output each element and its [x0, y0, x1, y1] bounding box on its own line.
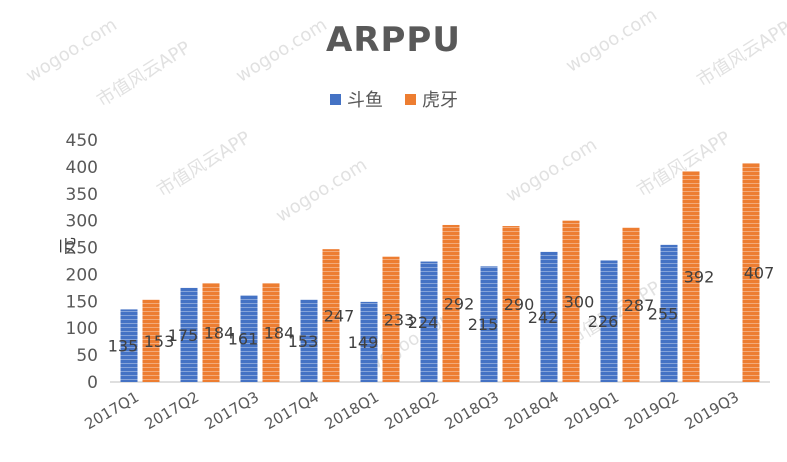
bar-douyu: [480, 266, 498, 382]
chart-title: ARPPU: [326, 20, 461, 60]
data-label-huya: 392: [684, 268, 715, 287]
y-tick-label: 50: [76, 346, 98, 366]
bar-huya: [262, 283, 280, 382]
legend-swatch-huya: [405, 93, 416, 105]
bar-douyu: [120, 309, 138, 382]
data-label-huya: 300: [564, 292, 595, 311]
bar-douyu: [420, 261, 438, 382]
y-tick-label: 0: [87, 373, 98, 393]
bar-huya: [322, 249, 340, 382]
x-tick-label: 2018Q3: [441, 388, 502, 433]
bar-douyu: [540, 251, 558, 382]
bar-huya: [562, 220, 580, 382]
bar-douyu: [180, 287, 198, 382]
data-label-huya: 292: [444, 294, 475, 313]
data-label-douyu: 224: [408, 313, 439, 332]
x-tick-label: 2019Q2: [621, 388, 682, 433]
x-tick-label: 2018Q4: [501, 388, 562, 433]
data-label-douyu: 161: [228, 330, 259, 349]
y-tick-label: 150: [66, 292, 98, 312]
bar-huya: [742, 163, 760, 382]
y-tick-label: 100: [66, 319, 98, 339]
data-label-huya: 184: [204, 324, 235, 343]
x-tick-label: 2019Q3: [681, 388, 742, 433]
x-tick-label: 2019Q1: [561, 388, 622, 433]
data-label-huya: 153: [144, 332, 175, 351]
x-tick-label: 2018Q2: [381, 388, 442, 433]
legend-label-huya: 虎牙: [422, 90, 458, 111]
data-label-huya: 407: [744, 264, 775, 283]
y-tick-label: 300: [66, 212, 98, 232]
y-tick-label: 400: [66, 158, 98, 178]
data-label-douyu: 255: [648, 304, 679, 323]
bar-huya: [622, 227, 640, 382]
bar-huya: [682, 171, 700, 382]
data-label-huya: 184: [264, 324, 295, 343]
data-label-huya: 233: [384, 310, 415, 329]
data-label-douyu: 153: [288, 332, 319, 351]
data-label-huya: 247: [324, 307, 355, 326]
data-label-douyu: 242: [528, 308, 559, 327]
bar-douyu: [300, 299, 318, 382]
y-tick-label: 250: [66, 239, 98, 259]
bar-douyu: [360, 301, 378, 382]
data-label-douyu: 226: [588, 312, 619, 331]
bar-huya: [502, 226, 520, 382]
data-label-douyu: 215: [468, 315, 499, 334]
bar-huya: [202, 283, 220, 382]
bar-douyu: [600, 260, 618, 382]
data-label-huya: 287: [624, 296, 655, 315]
y-tick-label: 200: [66, 265, 98, 285]
y-tick-label: 450: [66, 131, 98, 151]
x-tick-label: 2017Q4: [261, 388, 322, 433]
data-label-huya: 290: [504, 295, 535, 314]
bar-douyu: [240, 295, 258, 382]
legend: 斗鱼 虎牙: [330, 86, 458, 112]
data-label-douyu: 175: [168, 326, 199, 345]
bar-huya: [442, 224, 460, 382]
bar-douyu: [660, 244, 678, 382]
data-label-douyu: 135: [108, 337, 139, 356]
x-tick-label: 2017Q3: [201, 388, 262, 433]
legend-item-douyu: 斗鱼: [330, 86, 383, 112]
x-tick-label: 2017Q1: [81, 388, 142, 433]
legend-label-douyu: 斗鱼: [347, 90, 383, 111]
bar-huya: [382, 256, 400, 382]
legend-item-huya: 虎牙: [405, 86, 458, 112]
x-tick-label: 2018Q1: [321, 388, 382, 433]
x-tick-label: 2017Q2: [141, 388, 202, 433]
y-tick-label: 350: [66, 185, 98, 205]
bar-huya: [142, 299, 160, 382]
data-label-douyu: 149: [348, 333, 379, 352]
legend-swatch-douyu: [330, 93, 341, 105]
